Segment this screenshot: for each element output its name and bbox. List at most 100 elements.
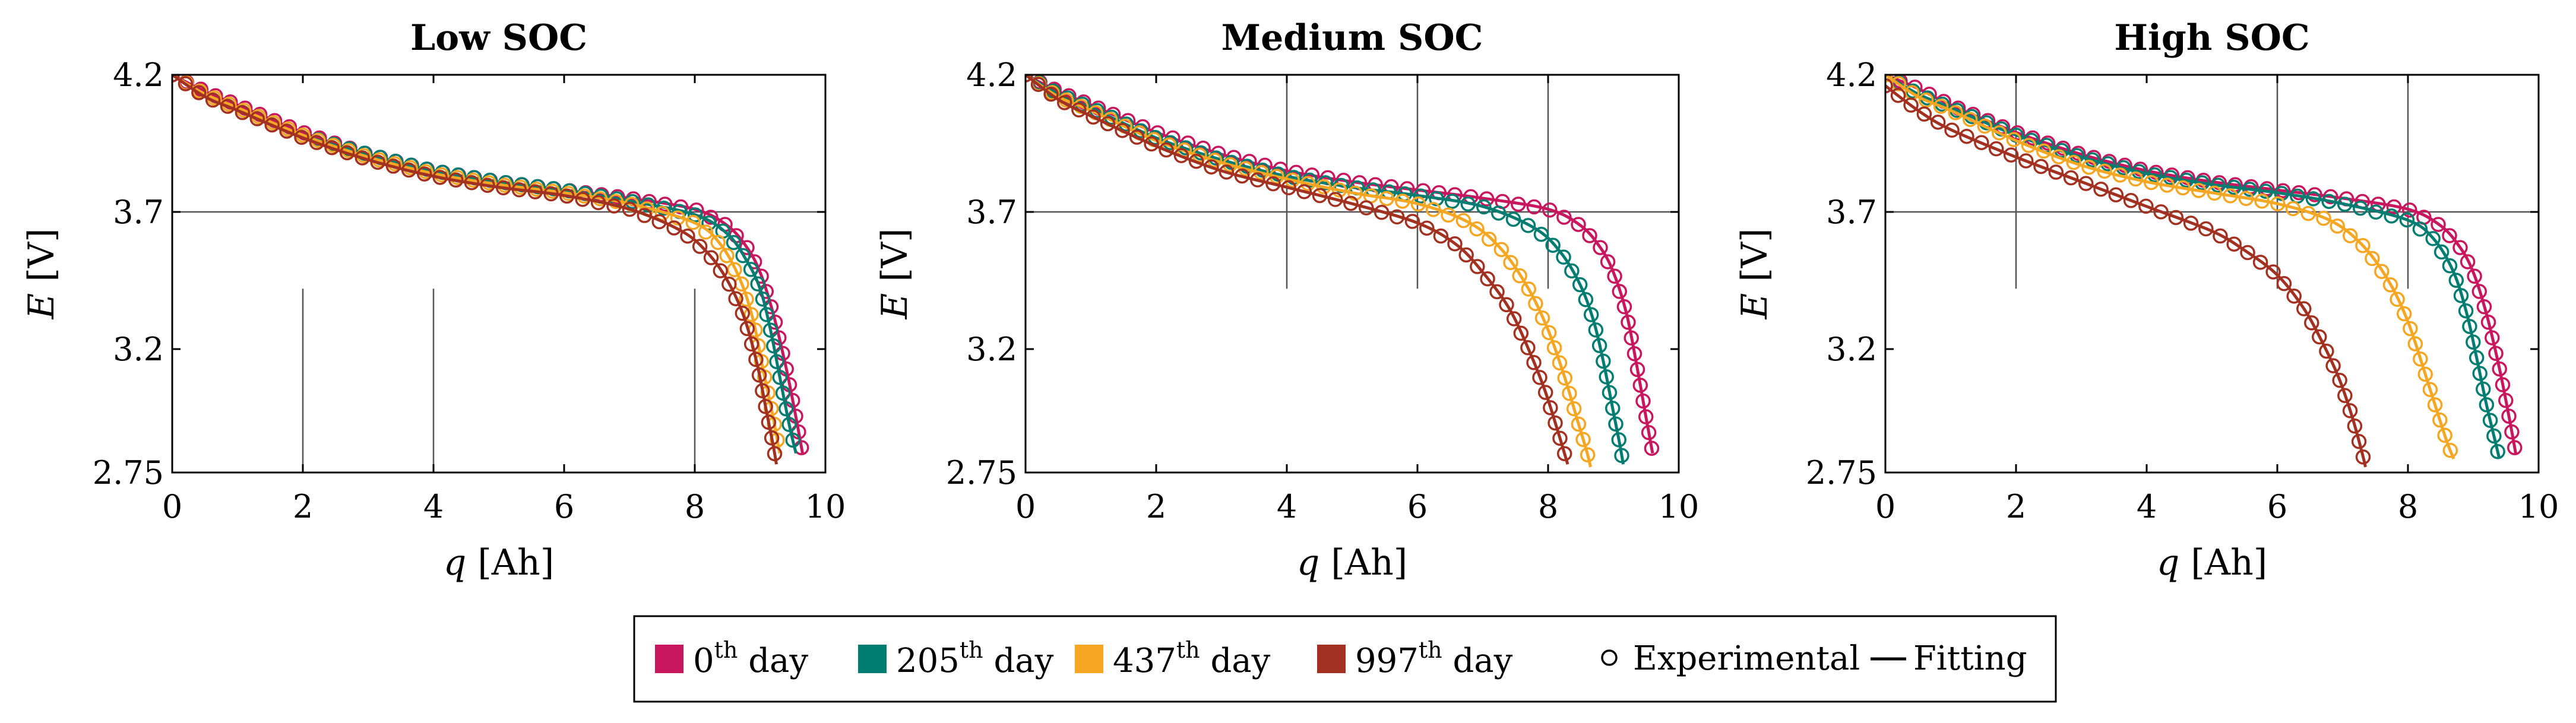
exp-point-d437 xyxy=(1254,164,1269,180)
exp-point-d997 xyxy=(1930,115,1946,130)
panel-title: Low SOC xyxy=(410,17,587,59)
exp-point-d997 xyxy=(666,220,682,236)
exp-point-d437 xyxy=(2051,149,2067,164)
exp-point-d437 xyxy=(2207,185,2223,201)
exp-point-d997 xyxy=(1988,141,2004,157)
exp-point-d205 xyxy=(2084,152,2100,168)
exp-point-d437 xyxy=(1425,202,1441,217)
exp-point-d997 xyxy=(1086,109,1101,125)
x-tick-label: 8 xyxy=(1538,488,1558,525)
exp-point-d437 xyxy=(2374,264,2390,280)
exp-point-d997 xyxy=(2093,181,2109,197)
exp-point-d437 xyxy=(710,234,726,250)
exp-point-d997 xyxy=(191,85,207,100)
fit-line-d997 xyxy=(1026,75,1569,465)
x-tick-label: 2 xyxy=(293,488,313,525)
exp-point-d437 xyxy=(2254,194,2270,209)
exp-point-d205 xyxy=(1591,338,1607,353)
exp-point-d997 xyxy=(1532,370,1548,385)
x-tick-label: 4 xyxy=(423,488,444,525)
y-axis-label: E [V] xyxy=(874,228,916,319)
exp-point-d205 xyxy=(2442,258,2458,274)
exp-point-d205 xyxy=(2337,196,2353,212)
exp-point-d997 xyxy=(235,104,251,120)
exp-point-d997 xyxy=(2108,187,2124,202)
exp-point-d997 xyxy=(1173,148,1189,163)
exp-point-d997 xyxy=(2153,204,2169,220)
exp-point-d437 xyxy=(1410,196,1426,212)
y-tick-label: 3.7 xyxy=(113,194,164,231)
exp-point-d205 xyxy=(2479,397,2495,413)
exp-point-d997 xyxy=(1204,159,1219,175)
exp-point-d997 xyxy=(2319,343,2334,359)
exp-point-d0 xyxy=(2431,217,2446,232)
exp-point-d437 xyxy=(1546,340,1562,356)
exp-point-d997 xyxy=(1916,106,1932,122)
exp-point-d205 xyxy=(2163,170,2178,185)
y-tick-label: 2.75 xyxy=(946,454,1017,491)
fit-line-d205 xyxy=(1026,75,1625,465)
exp-point-d205 xyxy=(1599,369,1614,385)
exp-point-d997 xyxy=(692,239,708,254)
exp-point-d437 xyxy=(2396,306,2412,322)
legend-swatch-d437 xyxy=(1075,645,1103,673)
exp-point-d997 xyxy=(559,188,575,204)
exp-point-d0 xyxy=(2386,199,2402,215)
exp-point-d205 xyxy=(1413,188,1429,204)
exp-point-d997 xyxy=(1499,297,1514,313)
legend-label-d0: 0th day xyxy=(693,637,808,680)
exp-point-d437 xyxy=(2021,138,2037,153)
exp-point-d997 xyxy=(385,158,401,174)
exp-point-d0 xyxy=(1511,196,1526,212)
x-axis-label: q [Ah] xyxy=(1297,542,1407,584)
exp-point-d205 xyxy=(2433,244,2450,260)
exp-point-d0 xyxy=(2442,228,2457,243)
exp-point-d997 xyxy=(401,162,417,178)
x-axis-label: q [Ah] xyxy=(2157,542,2267,584)
exp-point-d437 xyxy=(2407,336,2423,351)
exp-point-d997 xyxy=(2325,358,2341,373)
exp-point-d997 xyxy=(751,367,767,383)
exp-point-d437 xyxy=(2128,171,2144,187)
series-group xyxy=(1026,75,1660,468)
exp-point-d997 xyxy=(743,336,759,352)
exp-point-d437 xyxy=(1992,125,2007,141)
exp-point-d437 xyxy=(743,307,759,322)
exp-point-d997 xyxy=(1470,259,1485,274)
exp-point-d997 xyxy=(2347,418,2363,434)
exp-point-d205 xyxy=(2425,231,2441,246)
fit-line-d997 xyxy=(172,75,778,465)
exp-point-d205 xyxy=(1578,291,1594,307)
legend-item-d997: 997th day xyxy=(1317,637,1513,680)
exp-point-d437 xyxy=(2427,397,2443,413)
exp-point-d997 xyxy=(1480,271,1495,287)
exp-point-d997 xyxy=(2265,264,2281,280)
exp-point-d205 xyxy=(2069,148,2085,163)
exp-point-d0 xyxy=(2504,424,2520,440)
exp-point-d205 xyxy=(2469,350,2485,366)
x-axis-unit: [Ah] xyxy=(1331,542,1407,584)
exp-point-d0 xyxy=(1624,330,1639,346)
exp-point-d997 xyxy=(1458,247,1474,263)
y-tick-label: 3.7 xyxy=(1826,194,1877,231)
panel-title: High SOC xyxy=(2114,17,2309,59)
exp-point-d997 xyxy=(651,214,667,230)
exp-point-d997 xyxy=(1543,400,1558,416)
exp-point-d0 xyxy=(1607,268,1622,284)
exp-point-d437 xyxy=(1571,416,1587,432)
exp-point-d997 xyxy=(1265,176,1281,192)
exp-point-d0 xyxy=(2460,254,2476,269)
exp-point-d0 xyxy=(1612,284,1628,299)
exp-point-d997 xyxy=(1556,446,1572,461)
exp-point-d0 xyxy=(1556,210,1572,225)
exp-point-d0 xyxy=(2507,440,2523,455)
exp-point-d997 xyxy=(1974,135,1989,150)
chart-panel-2: Medium SOC 0 2 4 6 8 10 2.75 3.2 3.7 4.2 q [Ah] E [V… xyxy=(874,17,1699,584)
exp-point-d205 xyxy=(1444,194,1460,209)
x-tick-label: 4 xyxy=(1277,488,1297,525)
exp-point-d997 xyxy=(1071,102,1087,118)
exp-point-d997 xyxy=(178,76,194,91)
exp-point-d997 xyxy=(527,184,543,199)
x-tick-label: 10 xyxy=(1659,488,1700,525)
y-axis-symbol: E xyxy=(21,293,62,320)
